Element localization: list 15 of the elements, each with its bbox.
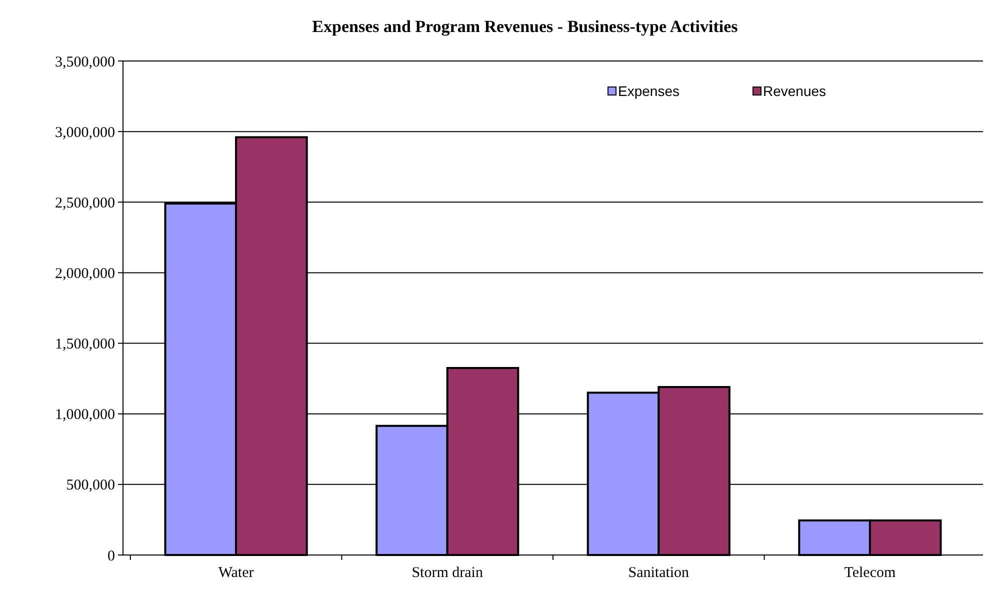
y-tick-label: 500,000 <box>66 478 115 494</box>
x-tick-label: Storm drain <box>412 565 484 581</box>
y-tick-label: 3,000,000 <box>55 124 115 141</box>
y-tick-label: 0 <box>108 548 115 564</box>
x-tick-label: Sanitation <box>628 565 690 581</box>
x-tick-label: Telecom <box>844 565 896 581</box>
y-tick-label: 1,500,000 <box>55 336 115 353</box>
legend-label: Revenues <box>763 83 826 99</box>
y-tick-label: 3,500,000 <box>55 54 115 70</box>
legend-label: Expenses <box>618 83 680 99</box>
y-tick-label: 1,000,000 <box>55 407 115 424</box>
chart-title: Expenses and Program Revenues - Business-type Activities <box>312 17 738 36</box>
x-tick-label: Water <box>218 565 254 581</box>
y-tick-label: 2,000,000 <box>55 266 115 282</box>
y-tick-label: 2,500,000 <box>55 195 115 212</box>
